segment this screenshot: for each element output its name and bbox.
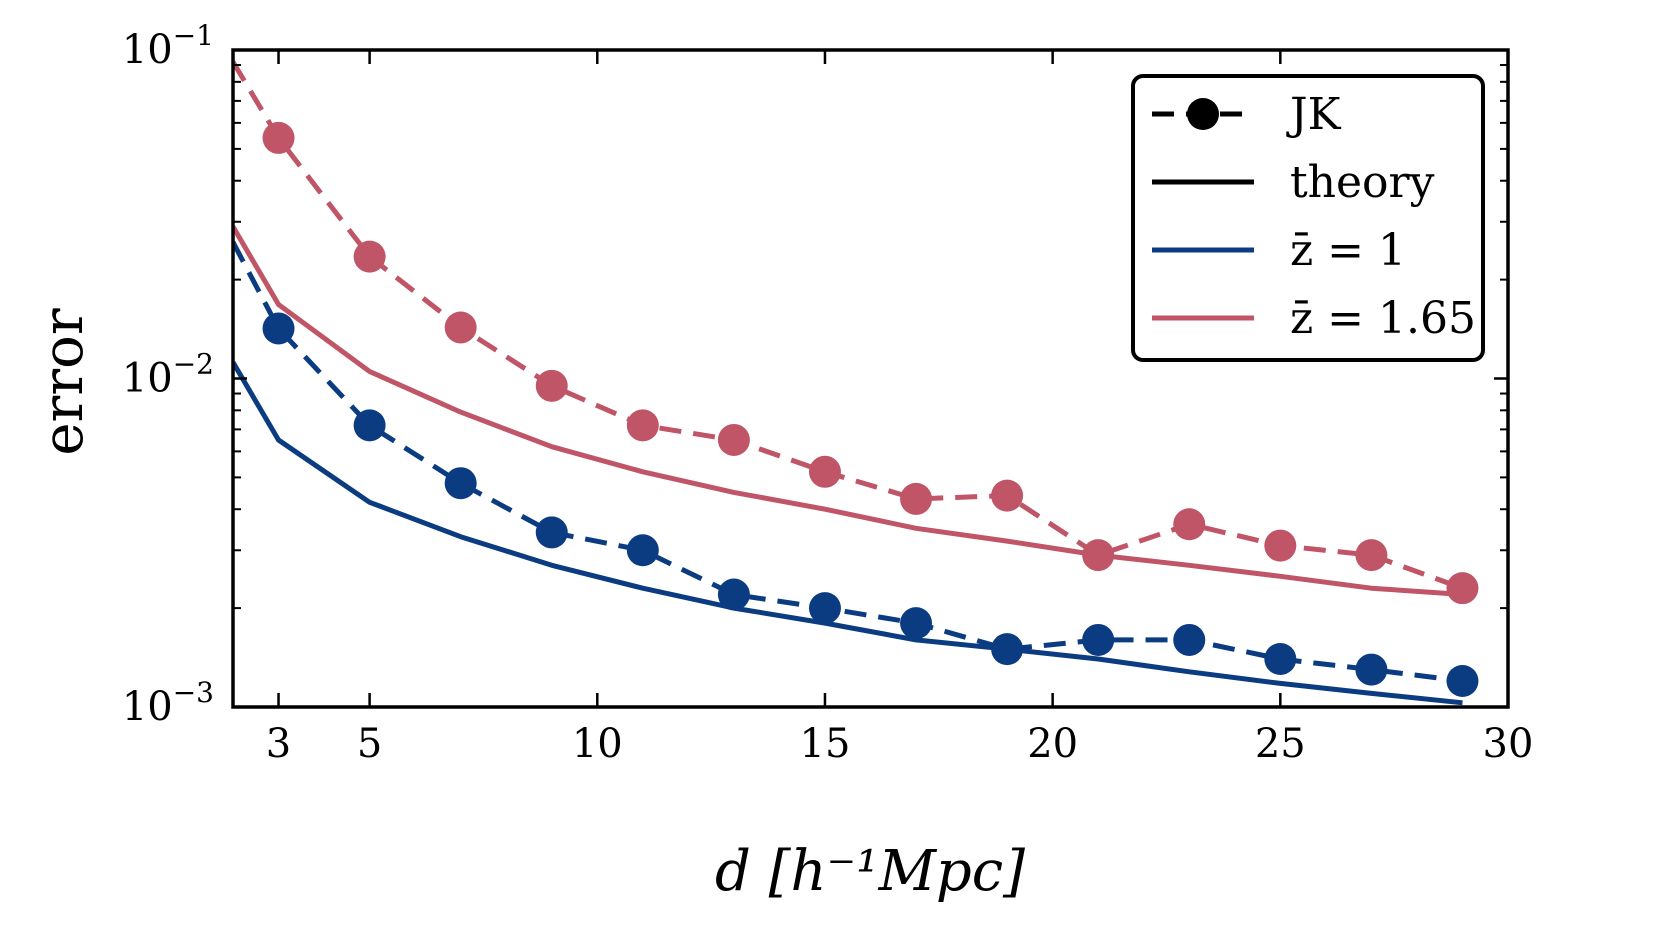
series-jk-2-point-21 xyxy=(1082,623,1115,656)
series-jk-0-point-17 xyxy=(900,482,933,515)
series-jk-0-point-11 xyxy=(626,409,659,442)
legend-label-3: z̄ = 1.65 xyxy=(1290,293,1476,344)
series-jk-2-point-13 xyxy=(717,578,750,611)
series-jk-2-point-9 xyxy=(535,516,568,549)
series-jk-2-point-15 xyxy=(808,592,841,625)
series-jk-2-point-27 xyxy=(1355,653,1388,686)
series-theory-3-line xyxy=(233,361,1463,706)
x-tick-label-5: 5 xyxy=(357,721,382,767)
series-jk-0-point-7 xyxy=(444,311,477,344)
legend-box xyxy=(1131,74,1485,362)
series-jk-0-point-23 xyxy=(1173,508,1206,541)
y-tick-label-2: 10−1 xyxy=(122,19,214,73)
axes: 3 5 10 15 20 25 30 10−3 10−2 10−1 xyxy=(122,19,1534,767)
x-tick-label-3: 3 xyxy=(266,721,291,767)
series-jk-0-point-29 xyxy=(1446,572,1479,605)
x-tick-label-30: 30 xyxy=(1483,721,1534,767)
x-tick-label-25: 25 xyxy=(1255,721,1306,767)
series-jk-2-point-3 xyxy=(262,312,295,345)
x-tick-label-20: 20 xyxy=(1027,721,1078,767)
legend-entry-2: z̄ = 1 xyxy=(1152,225,1406,276)
series-jk-0-point-9 xyxy=(535,369,568,402)
series-jk-0-point-15 xyxy=(808,455,841,488)
legend-label-0: JK xyxy=(1286,89,1342,140)
plot-area xyxy=(233,60,1479,706)
y-axis-label: error xyxy=(31,308,96,455)
series-jk-2-point-29 xyxy=(1446,664,1479,697)
y-tick-label-1: 10−2 xyxy=(122,348,214,402)
series-jk-0-point-3 xyxy=(262,121,295,154)
legend-label-2: z̄ = 1 xyxy=(1290,225,1406,276)
series-jk-2-point-5 xyxy=(353,409,386,442)
series-jk-2-point-7 xyxy=(444,467,477,500)
legend-swatch-marker xyxy=(1187,98,1219,130)
series-jk-0-point-27 xyxy=(1355,539,1388,572)
legend: JK theory z̄ = 1 z̄ = 1.65 xyxy=(1131,74,1485,362)
legend-entry-0: JK xyxy=(1152,89,1342,140)
series-jk-2-point-11 xyxy=(626,534,659,567)
x-tick-label-15: 15 xyxy=(800,721,851,767)
series-jk-0-point-13 xyxy=(717,423,750,456)
y-tick-label-0: 10−3 xyxy=(122,676,214,730)
series-jk-0-point-25 xyxy=(1264,529,1297,562)
series-jk-2-point-17 xyxy=(900,607,933,640)
series-theory-1-line xyxy=(233,225,1463,597)
legend-entry-1: theory xyxy=(1152,157,1435,208)
series-jk-0-point-5 xyxy=(353,240,386,273)
legend-label-1: theory xyxy=(1290,157,1435,208)
x-axis-label: d [h⁻¹Mpc] xyxy=(715,839,1025,904)
series-jk-2-point-25 xyxy=(1264,642,1297,675)
x-tick-label-10: 10 xyxy=(572,721,623,767)
series-jk-0-point-19 xyxy=(991,479,1024,512)
legend-entry-3: z̄ = 1.65 xyxy=(1152,293,1476,344)
series-jk-2-point-23 xyxy=(1173,623,1206,656)
